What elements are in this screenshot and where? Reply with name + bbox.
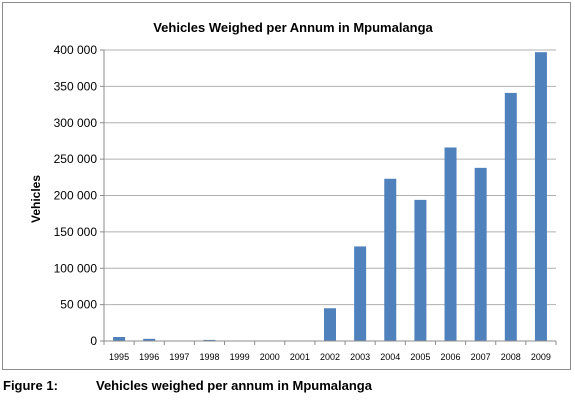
gridlines [104, 49, 556, 306]
bar-2009 [534, 52, 547, 342]
bar-chart: Vehicles Weighed per Annum in Mpumalanga… [29, 20, 557, 362]
bar-2004 [384, 178, 397, 341]
figure-caption-text: Vehicles weighed per annum in Mpumalanga [96, 378, 372, 393]
x-tick-label: 2008 [501, 352, 521, 362]
x-tick-label: 1999 [230, 352, 250, 362]
x-tick-label: 1997 [169, 352, 189, 362]
y-axis-label: Vehicles [29, 175, 43, 223]
y-tick-label: 150 000 [54, 225, 98, 239]
chart-frame: Vehicles Weighed per Annum in Mpumalanga… [2, 2, 571, 370]
x-tick-label: 1996 [139, 352, 159, 362]
y-tick-label: 50 000 [60, 298, 97, 312]
y-tick-label: 200 000 [54, 189, 98, 203]
figure-number: Figure 1: [3, 378, 58, 393]
x-tick-label: 2006 [441, 352, 461, 362]
x-tick-label: 1998 [199, 352, 219, 362]
x-tick-label: 2000 [260, 352, 280, 362]
y-tick-label: 250 000 [54, 152, 98, 166]
bar-2006 [444, 147, 457, 341]
bar-2002 [324, 308, 336, 341]
x-tick-label: 2005 [410, 352, 430, 362]
figure-caption: Figure 1: Vehicles weighed per annum in M… [3, 378, 372, 393]
x-tick-label: 2002 [320, 352, 340, 362]
bar-1996 [143, 338, 156, 341]
bar-2003 [354, 246, 367, 341]
y-tick-label: 0 [90, 334, 97, 348]
x-tick-label: 2007 [471, 352, 491, 362]
y-tick-labels: 0 50 000 100 000 150 000 200 000 250 000 300 0… [54, 43, 98, 348]
y-tick-label: 350 000 [54, 79, 98, 93]
y-tick-label: 100 000 [54, 261, 98, 275]
x-tick-label: 2003 [350, 352, 370, 362]
y-tick-label: 400 000 [54, 43, 98, 57]
bar-2005 [414, 199, 427, 341]
y-tick-label: 300 000 [54, 116, 98, 130]
x-tick-label: 2004 [380, 352, 400, 362]
x-tick-label: 2009 [531, 352, 551, 362]
bar-2008 [504, 92, 517, 341]
bar-2007 [474, 167, 487, 341]
bars [113, 52, 547, 342]
x-tick-labels: 1995 1996 1997 1998 1999 2000 2001 2002 2003 2004… [109, 352, 551, 362]
axes [100, 49, 557, 345]
bar-1998 [203, 339, 216, 341]
x-tick-label: 1995 [109, 352, 129, 362]
x-tick-label: 2001 [290, 352, 310, 362]
bar-1995 [113, 336, 126, 341]
chart-title: Vehicles Weighed per Annum in Mpumalanga [153, 20, 433, 35]
